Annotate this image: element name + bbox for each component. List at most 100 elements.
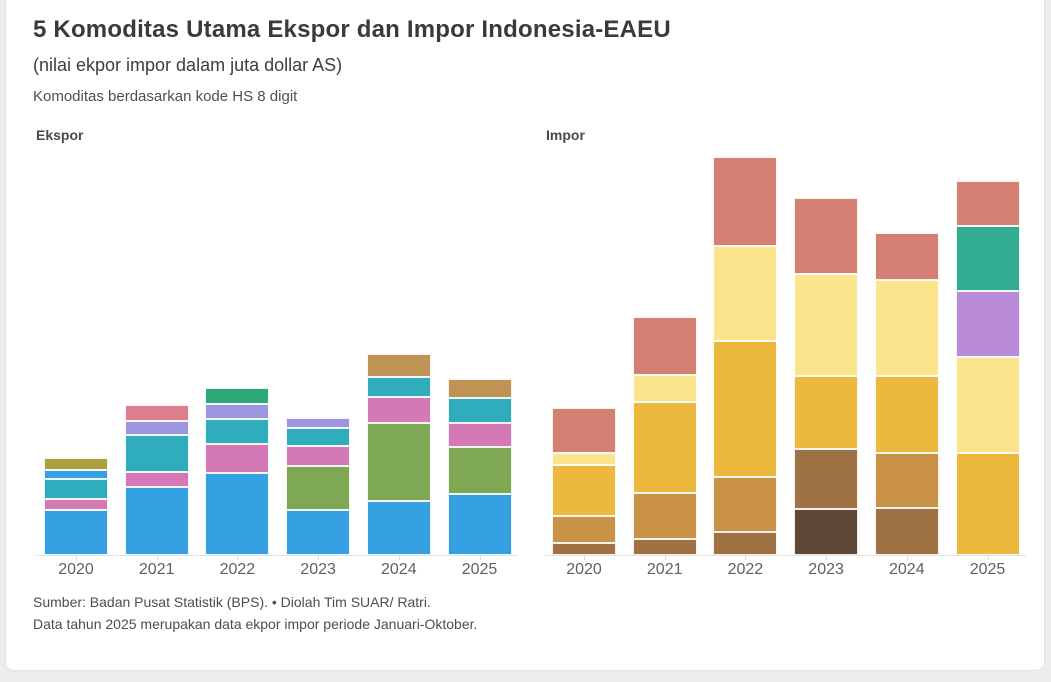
bar-segment[interactable] <box>955 453 1020 555</box>
axis-tick <box>987 555 989 560</box>
bar-segment[interactable] <box>874 376 939 453</box>
bar-segment[interactable] <box>447 423 512 447</box>
bar-impor-2025[interactable] <box>955 181 1020 555</box>
panel-label-impor: Impor <box>546 127 585 143</box>
bar-segment[interactable] <box>874 508 939 555</box>
bar-segment[interactable] <box>205 388 270 404</box>
bar-segment[interactable] <box>552 543 616 555</box>
bar-segment[interactable] <box>632 539 697 555</box>
bar-ekspor-2023[interactable] <box>286 418 351 555</box>
bar-segment[interactable] <box>874 453 939 508</box>
x-axis-label: 2020 <box>58 561 94 578</box>
bar-segment[interactable] <box>552 465 616 516</box>
x-axis-label: 2022 <box>219 561 256 578</box>
bar-segment[interactable] <box>286 446 351 466</box>
bar-ekspor-2024[interactable] <box>366 354 431 555</box>
ekspor-chart-plot: 2020 2021 2022 2023 2024 2025 <box>36 150 518 578</box>
bar-segment[interactable] <box>124 421 189 435</box>
bar-segment[interactable] <box>447 447 512 494</box>
bar-segment[interactable] <box>552 408 616 453</box>
x-axis-label: 2023 <box>808 561 844 578</box>
bar-segment[interactable] <box>286 418 351 428</box>
bar-segment[interactable] <box>955 357 1020 453</box>
bar-segment[interactable] <box>632 375 697 402</box>
source-line: Sumber: Badan Pusat Statistik (BPS). • D… <box>33 594 431 610</box>
bar-segment[interactable] <box>713 532 778 555</box>
chart-subtitle: (nilai ekpor impor dalam juta dollar AS) <box>33 55 343 75</box>
bar-impor-2024[interactable] <box>874 233 939 555</box>
bar-segment[interactable] <box>44 479 108 499</box>
bar-ekspor-2025[interactable] <box>447 379 512 555</box>
bar-segment[interactable] <box>713 246 778 341</box>
bar-segment[interactable] <box>794 449 859 509</box>
bar-segment[interactable] <box>286 428 351 446</box>
bar-segment[interactable] <box>44 510 108 555</box>
bar-impor-2023[interactable] <box>794 198 859 555</box>
x-axis-label: 2021 <box>646 561 683 578</box>
bar-segment[interactable] <box>955 226 1020 291</box>
chart-title: 5 Komoditas Utama Ekspor dan Impor Indon… <box>33 16 671 43</box>
bar-segment[interactable] <box>794 376 859 449</box>
impor-chart-plot: 2020 2021 2022 2023 2024 2025 <box>544 150 1026 578</box>
bar-segment[interactable] <box>124 472 189 487</box>
bar-segment[interactable] <box>366 423 431 501</box>
data-note-line: Data tahun 2025 merupakan data ekpor imp… <box>33 616 478 632</box>
bar-segment[interactable] <box>447 398 512 423</box>
x-axis-label: 2024 <box>381 561 417 578</box>
x-axis-label: 2021 <box>138 561 175 578</box>
bar-segment[interactable] <box>874 280 939 376</box>
bar-segment[interactable] <box>124 487 189 555</box>
bar-segment[interactable] <box>713 477 778 532</box>
axis-tick <box>584 555 585 560</box>
bar-segment[interactable] <box>447 494 512 555</box>
bar-segment[interactable] <box>874 233 939 280</box>
axis-tick <box>745 555 747 560</box>
bar-impor-2022[interactable] <box>713 157 778 555</box>
bar-segment[interactable] <box>205 419 270 444</box>
axis-tick <box>237 555 239 560</box>
bar-ekspor-2022[interactable] <box>205 388 270 555</box>
bar-segment[interactable] <box>794 509 859 555</box>
bar-ekspor-2021[interactable] <box>124 405 189 555</box>
bar-segment[interactable] <box>447 379 512 398</box>
bar-segment[interactable] <box>632 317 697 375</box>
x-axis-label: 2022 <box>727 561 764 578</box>
bar-segment[interactable] <box>205 444 270 473</box>
bar-segment[interactable] <box>124 405 189 421</box>
bar-segment[interactable] <box>794 274 859 376</box>
chart-footer: Sumber: Badan Pusat Statistik (BPS). • D… <box>33 591 1013 635</box>
bar-segment[interactable] <box>205 473 270 555</box>
bar-segment[interactable] <box>44 458 108 470</box>
bar-segment[interactable] <box>124 435 189 472</box>
bar-segment[interactable] <box>632 402 697 493</box>
bar-segment[interactable] <box>632 493 697 539</box>
bar-segment[interactable] <box>713 157 778 246</box>
bar-segment[interactable] <box>794 198 859 274</box>
bar-impor-2021[interactable] <box>632 317 697 555</box>
x-axis-label: 2025 <box>969 561 1006 578</box>
axis-tick <box>826 555 828 560</box>
bar-segment[interactable] <box>366 397 431 423</box>
bar-segment[interactable] <box>713 341 778 477</box>
bar-ekspor-2020[interactable] <box>44 458 108 555</box>
x-axis-label: 2025 <box>461 561 498 578</box>
bar-segment[interactable] <box>366 354 431 377</box>
bar-impor-2020[interactable] <box>552 408 616 555</box>
bar-segment[interactable] <box>286 510 351 555</box>
bar-segment[interactable] <box>552 516 616 543</box>
bar-segment[interactable] <box>286 466 351 510</box>
bar-segment[interactable] <box>205 404 270 419</box>
bar-segment[interactable] <box>44 470 108 479</box>
chart-hs-note: Komoditas berdasarkan kode HS 8 digit <box>33 88 298 105</box>
bar-segment[interactable] <box>366 501 431 555</box>
bar-segment[interactable] <box>366 377 431 397</box>
bar-segment[interactable] <box>955 291 1020 357</box>
x-axis-label: 2024 <box>889 561 925 578</box>
bar-segment[interactable] <box>955 181 1020 226</box>
axis-tick <box>398 555 400 560</box>
chart-card: 5 Komoditas Utama Ekspor dan Impor Indon… <box>5 0 1045 671</box>
bar-segment[interactable] <box>44 499 108 510</box>
bar-segment[interactable] <box>552 453 616 465</box>
axis-tick <box>479 555 481 560</box>
